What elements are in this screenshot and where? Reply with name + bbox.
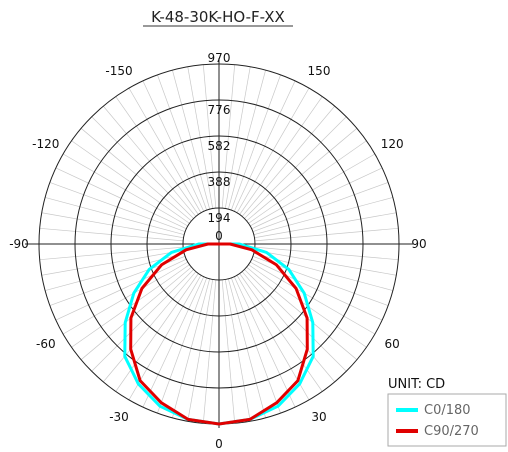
angle-labels: 0 30 60 90 120 150 -30 -60 -90 -120 -150 (9, 64, 426, 451)
angle-label: 150 (308, 64, 331, 78)
chart-title: K-48-30K-HO-F-XX (151, 8, 285, 26)
angle-label: 30 (311, 410, 326, 424)
angle-label: 90 (411, 237, 426, 251)
radial-labels: 0 194 388 582 776 970 (208, 51, 231, 243)
radial-tick-label: 194 (208, 211, 231, 225)
legend-box (387, 393, 507, 447)
angle-label: -90 (9, 237, 29, 251)
legend-label-c90-270: C90/270 (424, 424, 479, 439)
angle-label: -60 (36, 337, 56, 351)
angle-label: -150 (105, 64, 132, 78)
radial-tick-label: 582 (208, 139, 231, 153)
radial-tick-label: 0 (215, 229, 223, 243)
angle-label: -30 (109, 410, 129, 424)
legend: C0/180 C90/270 (387, 393, 507, 447)
radial-tick-label: 388 (208, 175, 231, 189)
angle-label: 120 (381, 137, 404, 151)
angle-label: 60 (385, 337, 400, 351)
series-c90-270 (129, 242, 309, 426)
legend-label-c0-180: C0/180 (424, 403, 471, 418)
series-layer (123, 242, 315, 426)
unit-label: UNIT: CD (388, 377, 445, 392)
angle-label: -120 (32, 137, 59, 151)
radial-tick-label: 776 (208, 103, 231, 117)
angle-label: 0 (215, 437, 223, 451)
radial-tick-label: 970 (208, 51, 231, 65)
